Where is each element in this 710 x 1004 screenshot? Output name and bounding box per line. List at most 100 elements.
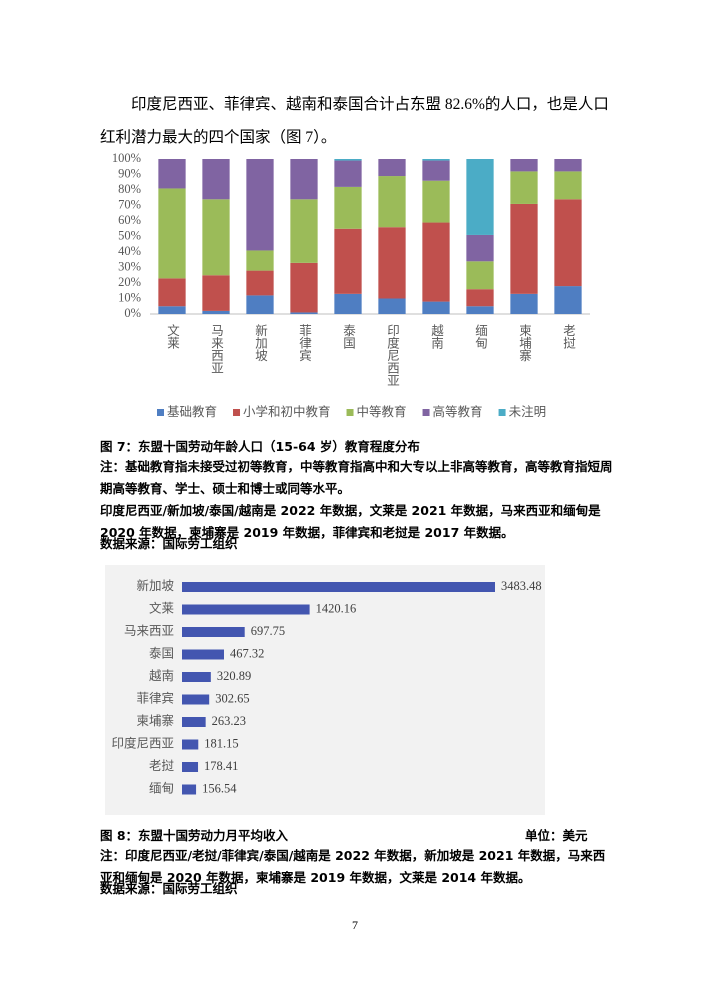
- figure-caption: 图 7：东盟十国劳动年龄人口（15-64 岁）教育程度分布: [100, 439, 420, 454]
- y-tick-label: 60%: [118, 213, 141, 227]
- y-tick-label: 缅甸: [149, 781, 174, 795]
- bar-segment: [422, 159, 450, 161]
- legend-marker: [233, 409, 241, 416]
- y-tick-label: 越南: [149, 668, 174, 683]
- unit: 单位：美元: [525, 828, 588, 843]
- value-label: 181.15: [204, 736, 238, 750]
- bar-segment: [378, 159, 406, 177]
- bar-segment: [334, 160, 362, 187]
- legend-marker: [422, 409, 430, 416]
- x-tick-label: 越南: [429, 324, 443, 349]
- x-tick-label: 缅甸: [473, 324, 487, 349]
- y-tick-label: 80%: [118, 182, 141, 196]
- x-tick-label: 老挝: [561, 324, 575, 350]
- legend-label: 小学和初中教育: [243, 404, 331, 419]
- bar-segment: [554, 159, 582, 172]
- bar: [182, 604, 310, 615]
- bar-segment: [554, 171, 582, 200]
- bar-segment: [378, 298, 406, 314]
- bar-segment: [510, 171, 538, 204]
- bar-segment: [378, 176, 406, 228]
- bar-segment: [290, 199, 318, 263]
- y-tick-label: 50%: [118, 228, 141, 242]
- bar-segment: [422, 160, 450, 181]
- bar: [182, 649, 224, 660]
- bar-segment: [202, 199, 230, 276]
- bar: [182, 627, 245, 637]
- legend-marker: [346, 409, 354, 416]
- note: 注：基础教育指未接受过初等教育，中等教育指高中和大专以上非高等教育，高等教育指短…: [100, 459, 613, 496]
- value-label: 178.41: [204, 759, 238, 773]
- bar-segment: [466, 261, 494, 290]
- bar-segment: [334, 186, 362, 229]
- bar-segment: [290, 312, 318, 314]
- bar-segment: [202, 159, 230, 200]
- y-tick-label: 90%: [118, 166, 141, 180]
- bar-segment: [422, 301, 450, 314]
- y-tick-label: 柬埔寨: [136, 713, 174, 728]
- y-tick-label: 10%: [118, 290, 141, 304]
- bar-segment: [246, 159, 274, 251]
- value-label: 3483.48: [501, 579, 542, 593]
- y-tick-label: 20%: [118, 275, 141, 289]
- page-number: 7: [352, 918, 358, 932]
- chart-background: [105, 565, 545, 815]
- bar-segment: [422, 180, 450, 223]
- bar-segment: [202, 275, 230, 311]
- source: 数据来源：国际劳工组织: [100, 536, 238, 551]
- chart-education: 0% 10%20% 30%40% 50%60% 70%80% 90%100% 文莱 马来西亚 新…: [112, 151, 590, 419]
- bar-segment: [510, 203, 538, 294]
- bar-segment: [466, 289, 494, 307]
- y-tick-label: 30%: [118, 259, 141, 273]
- bar: [182, 694, 210, 705]
- bar-segment: [246, 270, 274, 296]
- source: 数据来源：国际劳工组织: [100, 881, 238, 896]
- y-tick-label: 泰国: [149, 646, 174, 660]
- bar-segment: [290, 159, 318, 200]
- paragraph: 印度尼西亚、菲律宾、越南和泰国合计占东盟 82.6%的人口，也是人口红利潜力最大…: [100, 96, 609, 146]
- y-tick-label: 0%: [124, 306, 141, 320]
- bar: [182, 717, 206, 727]
- bar-segment: [554, 286, 582, 314]
- y-tick-label: 70%: [118, 197, 141, 211]
- legend-label: 中等教育: [357, 404, 407, 419]
- legend-label: 未注明: [509, 404, 547, 419]
- value-label: 320.89: [217, 669, 251, 683]
- value-label: 263.23: [212, 714, 246, 728]
- bar: [182, 739, 199, 750]
- x-tick-label: 马来西亚: [209, 324, 223, 374]
- legend-label: 高等教育: [433, 404, 483, 419]
- x-tick-label: 菲律宾: [297, 324, 311, 362]
- value-label: 156.54: [202, 781, 237, 795]
- bar-segment: [246, 250, 274, 271]
- bar-segment: [158, 306, 186, 314]
- bar-segment: [334, 293, 362, 314]
- bar-segment: [466, 234, 494, 262]
- x-tick-label: 文莱: [165, 323, 179, 349]
- bar-segment: [422, 222, 450, 302]
- x-tick-label: 柬埔寨: [517, 324, 531, 362]
- y-tick-label: 马来西亚: [124, 624, 174, 638]
- bar: [182, 762, 199, 772]
- y-tick-label: 菲律宾: [136, 690, 174, 705]
- bar: [182, 582, 495, 592]
- y-tick-label: 文莱: [149, 600, 174, 615]
- legend-label: 基础教育: [167, 404, 217, 419]
- bar-segment: [554, 199, 582, 287]
- chart-income: 新加坡 3483.48 文莱 1420.16 马来西亚 697.75 泰国 467.32 越南 3…: [111, 578, 542, 796]
- bar-segment: [378, 227, 406, 299]
- bar-segment: [202, 310, 230, 314]
- bar-segment: [158, 278, 186, 307]
- y-tick-label: 老挝: [149, 758, 175, 773]
- bar-segment: [246, 295, 274, 314]
- y-tick-label: 印度尼西亚: [111, 735, 174, 750]
- x-tick-label: 新加坡: [253, 323, 267, 362]
- note: 印度尼西亚/新加坡/泰国/越南是 2022 年数据，文莱是 2021 年数据，马…: [100, 503, 601, 540]
- note: 注：印度尼西亚/老挝/菲律宾/泰国/越南是 2022 年数据，新加坡是 2021…: [100, 848, 606, 885]
- bar-segment: [510, 293, 538, 314]
- bar-segment: [334, 159, 362, 161]
- bar-segment: [466, 159, 494, 235]
- bar-segment: [290, 262, 318, 313]
- x-tick-label: 印度尼西亚: [385, 324, 399, 387]
